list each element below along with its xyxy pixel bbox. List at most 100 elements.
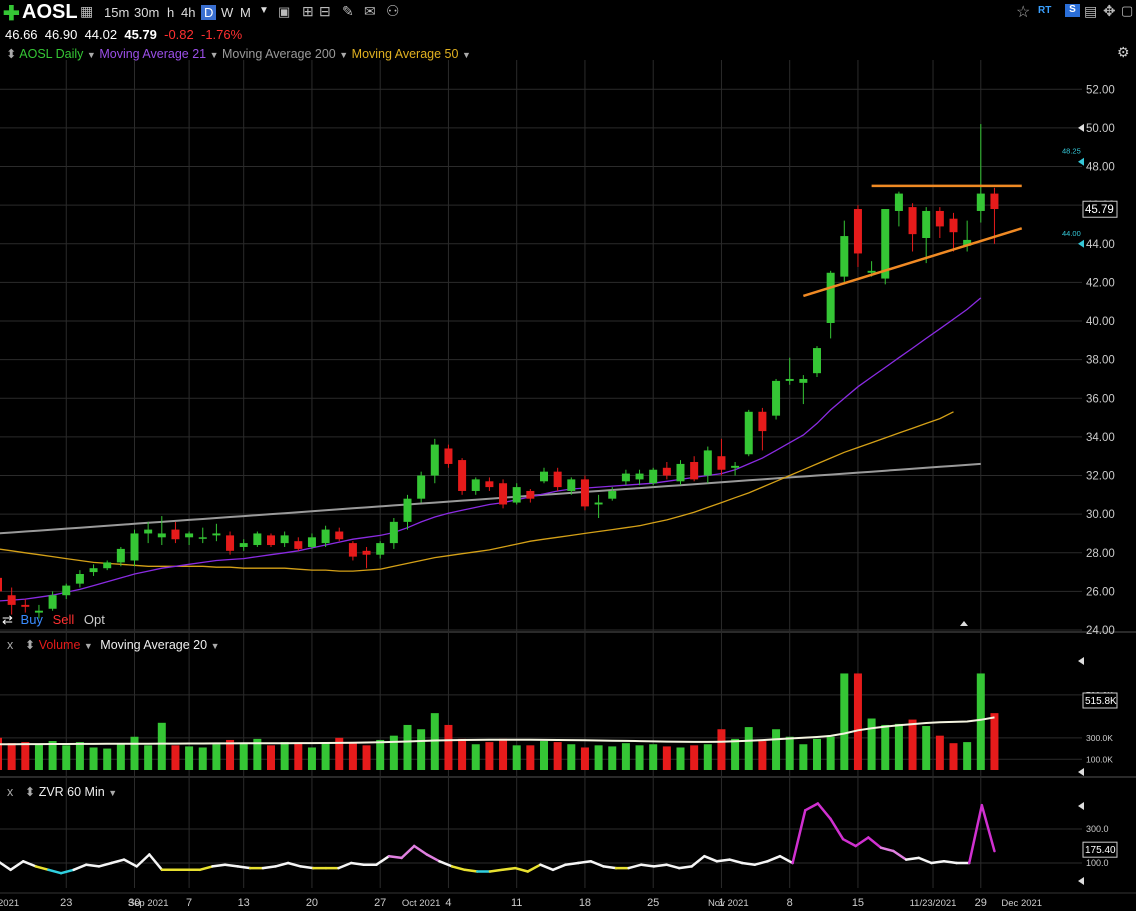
volume-ma-dropdown-icon[interactable]: ▼ <box>210 641 220 651</box>
candle <box>621 473 630 482</box>
volume-bar <box>116 744 125 770</box>
add-symbol-icon[interactable]: ✚ <box>3 3 20 25</box>
volume-bar <box>485 742 494 770</box>
price-tick-label: 50.00 <box>1086 123 1115 135</box>
zvr-line-segment <box>438 860 454 868</box>
chart-style-icon[interactable]: ▦ <box>80 3 94 19</box>
volume-bar <box>267 745 275 770</box>
buy-button[interactable]: Buy <box>20 612 43 627</box>
candle <box>226 535 235 551</box>
zvr-line-segment <box>640 863 656 868</box>
star-icon[interactable]: ☆ <box>1016 4 1031 21</box>
volume-bar <box>963 742 972 770</box>
candle <box>335 531 344 540</box>
volume-bar <box>362 745 371 770</box>
volume-bar <box>540 741 548 770</box>
price-tick-label: 32.00 <box>1086 471 1115 483</box>
volume-bar <box>253 738 262 770</box>
volume-ma20-line <box>0 716 995 746</box>
realtime-icon[interactable]: RT <box>1038 5 1052 16</box>
notes-icon[interactable]: ✉ <box>364 3 376 19</box>
volume-bar <box>813 738 821 770</box>
candle <box>908 207 917 235</box>
share-icon[interactable]: ⚇ <box>386 3 400 20</box>
timeframe-dropdown-icon[interactable]: ▼ <box>259 5 269 16</box>
zvr-label[interactable]: ZVR 60 Min <box>38 785 105 799</box>
volume-marker-icon <box>1078 768 1084 776</box>
sell-button[interactable]: Sell <box>52 612 75 627</box>
candle <box>103 562 112 569</box>
candle <box>853 209 862 254</box>
trade-icon[interactable]: ⇄ <box>2 612 13 627</box>
candle <box>348 543 357 557</box>
price-tick-label: 34.00 <box>1086 432 1115 444</box>
timeframe-15m[interactable]: 15m <box>104 5 130 20</box>
candle <box>976 193 985 211</box>
settings-icon[interactable]: ⚙ <box>1117 44 1130 60</box>
x-axis-label: 11 <box>511 897 522 909</box>
zvr-close-button[interactable]: x <box>7 785 14 799</box>
zvr-line-segment <box>690 854 706 868</box>
indicators-icon[interactable]: ⊞ <box>302 3 314 19</box>
reorder-icon[interactable]: ⬍ <box>6 47 17 61</box>
legend-ma200[interactable]: Moving Average 200 <box>222 47 336 61</box>
volume-drag-icon[interactable]: ⬍ <box>24 638 36 652</box>
legend-price-dropdown-icon[interactable]: ▼ <box>86 50 96 60</box>
candle <box>185 533 194 538</box>
legend-ma21[interactable]: Moving Average 21 <box>99 47 207 61</box>
volume-bar <box>130 736 139 770</box>
save-icon[interactable]: ▤ <box>1084 3 1098 19</box>
seasonality-icon[interactable]: S <box>1065 4 1080 17</box>
legend-ma21-dropdown-icon[interactable]: ▼ <box>209 50 219 60</box>
zvr-drag-icon[interactable]: ⬍ <box>24 785 36 799</box>
compare-icon[interactable]: ⊟ <box>319 3 331 19</box>
zvr-line-segment <box>501 866 517 872</box>
candle <box>690 462 699 480</box>
volume-label[interactable]: Volume <box>38 638 81 652</box>
legend-ma50-dropdown-icon[interactable]: ▼ <box>461 50 471 60</box>
timeframe-d[interactable]: D <box>201 5 217 20</box>
timeframe-30m[interactable]: 30m <box>134 5 160 20</box>
timeframe-m[interactable]: M <box>240 5 251 20</box>
candle <box>567 479 576 491</box>
maximize-icon[interactable]: ▢ <box>1121 3 1134 18</box>
candle <box>512 487 521 503</box>
volume-ma-label[interactable]: Moving Average 20 <box>100 638 208 652</box>
x-axis-label: 8 <box>787 897 793 909</box>
volume-bar <box>553 742 562 770</box>
zvr-dropdown-icon[interactable]: ▼ <box>108 788 118 798</box>
volume-bar <box>608 746 617 770</box>
zvr-line-segment <box>34 865 50 872</box>
templates-icon[interactable]: ▣ <box>278 4 291 19</box>
volume-bar <box>676 747 685 770</box>
legend-ma50[interactable]: Moving Average 50 <box>351 47 459 61</box>
candle <box>171 529 180 540</box>
opt-button[interactable]: Opt <box>83 612 105 627</box>
candle <box>212 533 221 536</box>
timeframe-4h[interactable]: 4h <box>181 5 196 20</box>
legend-ma200-dropdown-icon[interactable]: ▼ <box>339 50 349 60</box>
candle <box>89 568 98 573</box>
candle <box>758 411 767 432</box>
volume-close-button[interactable]: x <box>7 638 14 652</box>
timeframe-h[interactable]: h <box>167 5 175 20</box>
candle <box>949 218 958 233</box>
candle <box>280 535 289 544</box>
price-tick-label: 28.00 <box>1086 548 1115 560</box>
symbol-field[interactable]: AOSL <box>22 1 78 23</box>
zvr-line-segment <box>286 861 302 868</box>
scroll-up-icon <box>960 621 968 626</box>
zvr-line-segment <box>198 865 214 872</box>
volume-bar <box>403 724 412 770</box>
x-axis-label: 25 <box>647 897 659 909</box>
move-icon[interactable]: ✥ <box>1103 3 1116 20</box>
x-axis-label: Dec 2021 <box>1001 898 1042 909</box>
zvr-line-segment <box>753 860 769 866</box>
volume-bar <box>430 713 439 770</box>
volume-dropdown-icon[interactable]: ▼ <box>83 641 93 651</box>
draw-icon[interactable]: ✎ <box>342 3 354 19</box>
candle <box>7 595 16 605</box>
legend-price[interactable]: AOSL Daily <box>19 47 84 61</box>
timeframe-w[interactable]: W <box>221 5 234 20</box>
